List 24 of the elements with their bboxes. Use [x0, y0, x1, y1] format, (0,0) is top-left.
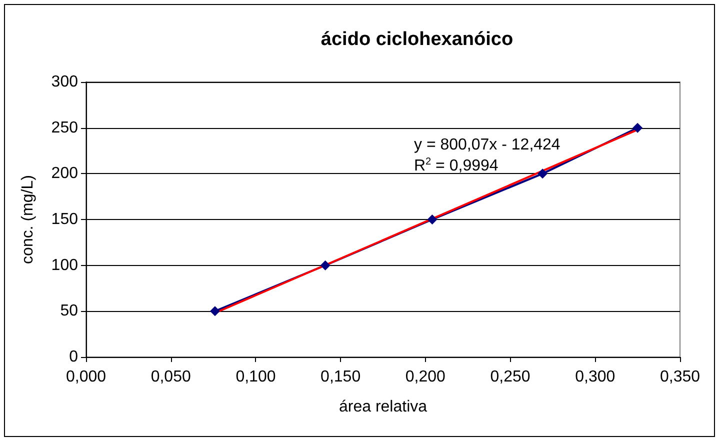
x-tick-label: 0,050 — [150, 368, 191, 386]
point — [427, 214, 438, 224]
x-tick-label: 0,200 — [405, 368, 446, 386]
annotation: y = 800,07x - 12,424 — [414, 136, 560, 154]
x-tick-label: 0,300 — [575, 368, 616, 386]
x-tick-label: 0,250 — [490, 368, 530, 386]
point — [538, 168, 548, 179]
x-tick-label: 0,150 — [320, 368, 361, 386]
point — [320, 260, 330, 270]
y-tick-label: 50 — [60, 302, 78, 320]
y-tick-label: 150 — [51, 211, 78, 228]
y-tick-label: 0 — [69, 348, 78, 366]
point — [210, 306, 220, 316]
x-axis-title: área relativa — [338, 398, 428, 416]
y-tick-label: 200 — [51, 165, 78, 182]
x-tick-label: 0,100 — [236, 368, 276, 386]
y-axis-title: conc. (mg/L) — [20, 175, 36, 264]
x-tick-label: 0,000 — [66, 368, 106, 386]
chart-title: ácido ciclohexanóico — [320, 29, 514, 50]
y-tick-label: 250 — [51, 119, 78, 136]
y-tick-label: 300 — [51, 74, 78, 90]
y-tick-label: 100 — [51, 256, 78, 274]
x-tick-label: 0,350 — [660, 368, 700, 386]
point — [632, 122, 643, 133]
